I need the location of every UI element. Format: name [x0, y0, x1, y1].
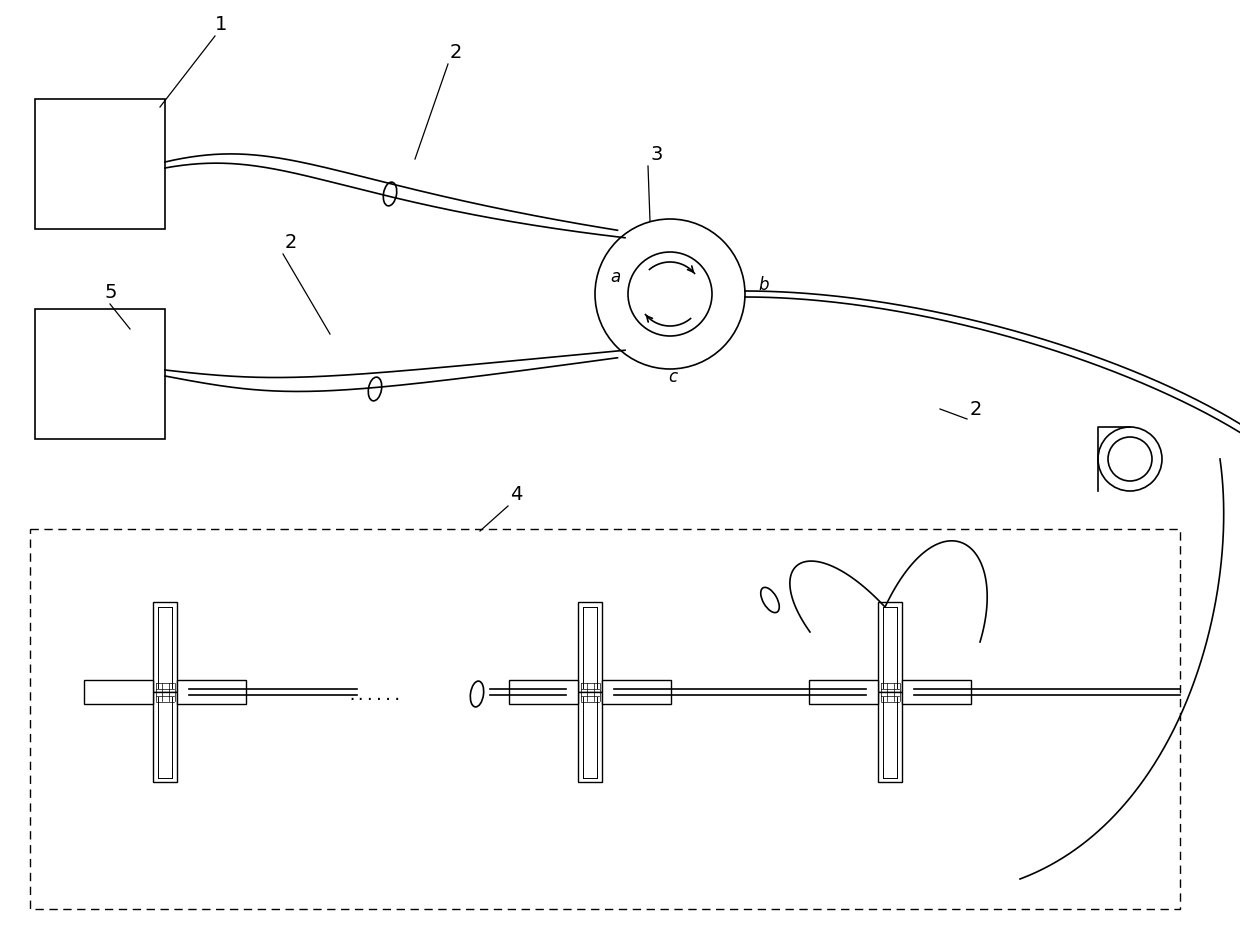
Bar [84, 680, 154, 704]
Bar [878, 602, 901, 692]
Text: 4: 4 [510, 484, 522, 504]
Text: 2: 2 [970, 400, 982, 419]
Text: ......: ...... [347, 687, 402, 702]
Text: a: a [610, 267, 620, 286]
Bar [878, 692, 901, 782]
Bar [578, 692, 601, 782]
Text: 2: 2 [285, 233, 298, 251]
Text: 1: 1 [215, 15, 227, 34]
Text: 5: 5 [105, 283, 118, 302]
Bar [508, 680, 578, 704]
Bar [35, 100, 165, 230]
Bar [30, 530, 1180, 909]
Text: 2: 2 [450, 43, 463, 62]
Ellipse shape [760, 587, 779, 613]
Ellipse shape [470, 681, 484, 707]
Text: b: b [758, 276, 769, 293]
Ellipse shape [368, 378, 382, 402]
Bar [176, 680, 246, 704]
Text: c: c [668, 367, 677, 386]
Bar [35, 310, 165, 440]
Bar [578, 602, 601, 692]
Bar [154, 692, 177, 782]
Bar [601, 680, 671, 704]
Bar [808, 680, 878, 704]
Text: 3: 3 [650, 145, 662, 164]
Bar [154, 602, 177, 692]
Ellipse shape [383, 183, 397, 207]
Bar [901, 680, 971, 704]
